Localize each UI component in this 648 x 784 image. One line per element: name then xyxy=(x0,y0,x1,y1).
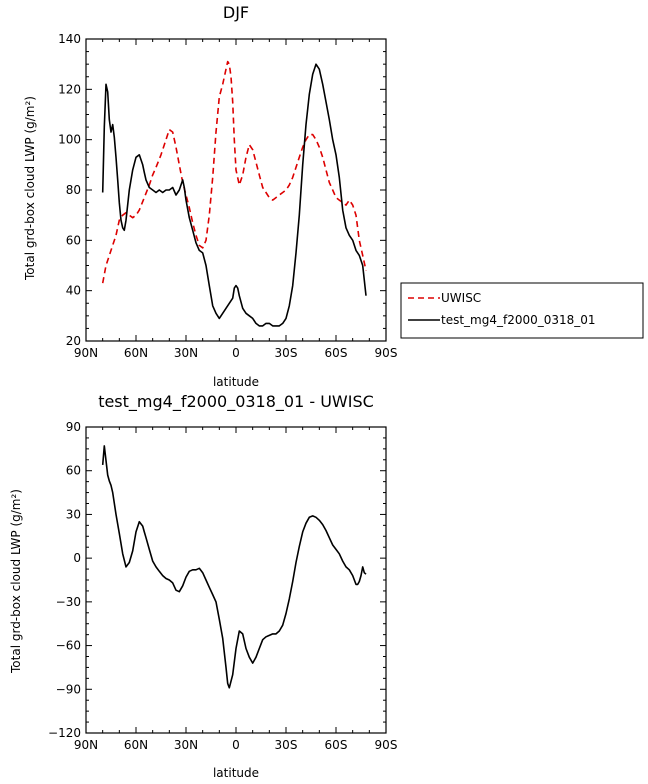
top-x-tick-label: 90N xyxy=(74,346,98,360)
top-chart-title: DJF xyxy=(223,3,249,22)
bottom-x-tick-label: 30N xyxy=(174,738,198,752)
bottom-chart-y-axis-label: Total grd-box cloud LWP (g/m²) xyxy=(9,489,23,674)
top-x-tick-label: 90S xyxy=(375,346,398,360)
top-x-tick-label: 60N xyxy=(124,346,148,360)
top-chart-x-axis-label: latitude xyxy=(213,375,259,389)
bottom-y-tick-label: −90 xyxy=(56,682,81,696)
bottom-x-tick-label: 60N xyxy=(124,738,148,752)
bottom-chart-x-axis-label: latitude xyxy=(213,766,259,780)
bottom-chart-title: test_mg4_f2000_0318_01 - UWISC xyxy=(98,392,374,412)
top-x-tick-label: 0 xyxy=(232,346,240,360)
top-y-tick-label: 120 xyxy=(58,82,81,96)
bottom-x-tick-label: 60S xyxy=(325,738,348,752)
top-y-tick-label: 40 xyxy=(66,284,81,298)
top-x-tick-label: 30N xyxy=(174,346,198,360)
top-y-tick-label: 140 xyxy=(58,32,81,46)
legend-label-uwisc: UWISC xyxy=(441,291,481,305)
bottom-x-tick-label: 0 xyxy=(232,738,240,752)
legend-label-test: test_mg4_f2000_0318_01 xyxy=(441,313,596,327)
top-x-tick-label: 60S xyxy=(325,346,348,360)
bottom-y-tick-label: 0 xyxy=(73,551,81,565)
top-y-tick-label: 20 xyxy=(66,334,81,348)
bottom-x-tick-label: 90S xyxy=(375,738,398,752)
legend-box xyxy=(400,282,644,339)
top-series-line-uwisc xyxy=(101,60,367,284)
top-y-tick-label: 100 xyxy=(58,133,81,147)
bottom-y-tick-label: −120 xyxy=(48,726,81,740)
bottom-y-tick-label: −30 xyxy=(56,595,81,609)
bottom-x-tick-label: 90N xyxy=(74,738,98,752)
top-y-tick-label: 80 xyxy=(66,183,81,197)
top-y-tick-label: 60 xyxy=(66,233,81,247)
top-series-line-test-mg4-f2000-0318-01 xyxy=(101,63,367,327)
bottom-y-tick-label: 30 xyxy=(66,507,81,521)
bottom-x-tick-label: 30S xyxy=(275,738,298,752)
bottom-series-line-difference xyxy=(101,445,367,689)
bottom-plot-frame xyxy=(85,426,387,734)
bottom-y-tick-label: 60 xyxy=(66,464,81,478)
bottom-y-tick-label: 90 xyxy=(66,420,81,434)
top-x-tick-label: 30S xyxy=(275,346,298,360)
top-chart-legend: UWISC test_mg4_f2000_0318_01 xyxy=(400,282,644,339)
top-chart-y-axis-label: Total grd-box cloud LWP (g/m²) xyxy=(23,96,37,281)
bottom-y-tick-label: −60 xyxy=(56,639,81,653)
